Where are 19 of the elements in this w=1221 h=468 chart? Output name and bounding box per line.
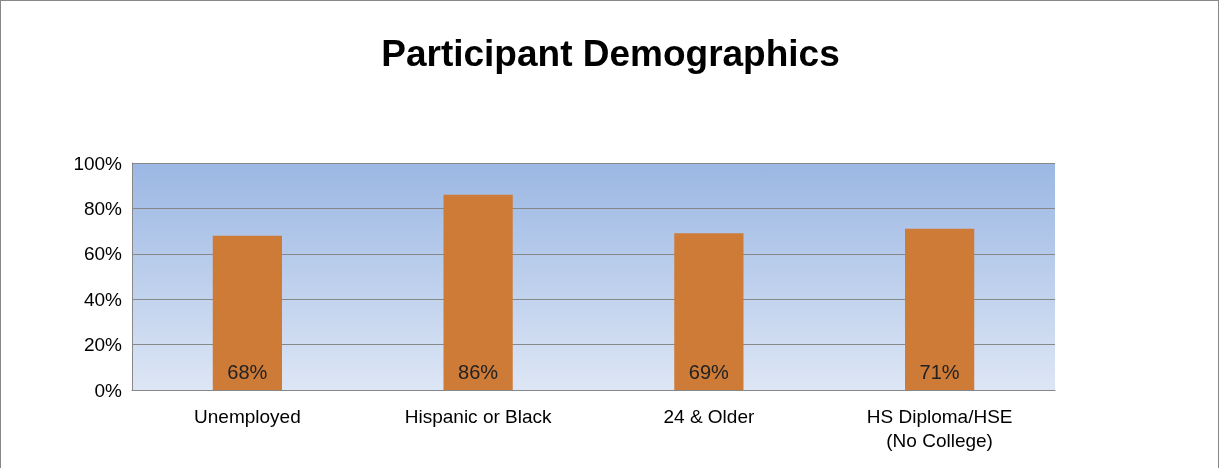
x-tick-label: Unemployed xyxy=(194,405,301,427)
bar xyxy=(212,235,282,390)
bar xyxy=(443,194,513,390)
x-tick-label: 24 & Older xyxy=(663,405,755,427)
y-tick-label: 20% xyxy=(83,334,123,356)
bar xyxy=(674,233,744,390)
y-tick-label: 100% xyxy=(73,152,123,174)
y-tick-label: 80% xyxy=(83,197,123,219)
y-tick-label: 0% xyxy=(94,379,123,401)
y-tick-label: 40% xyxy=(83,288,123,310)
x-tick-label: Hispanic or Black xyxy=(404,405,553,427)
y-tick-label: 60% xyxy=(83,243,123,265)
chart-title: Participant Demographics xyxy=(381,33,840,74)
data-label: 86% xyxy=(458,361,499,383)
data-label: 69% xyxy=(688,361,730,383)
data-label: 68% xyxy=(227,361,268,383)
data-label: 71% xyxy=(919,361,960,383)
bar xyxy=(905,228,975,390)
x-tick-label: HS Diploma/HSE (No College) xyxy=(866,405,1013,451)
